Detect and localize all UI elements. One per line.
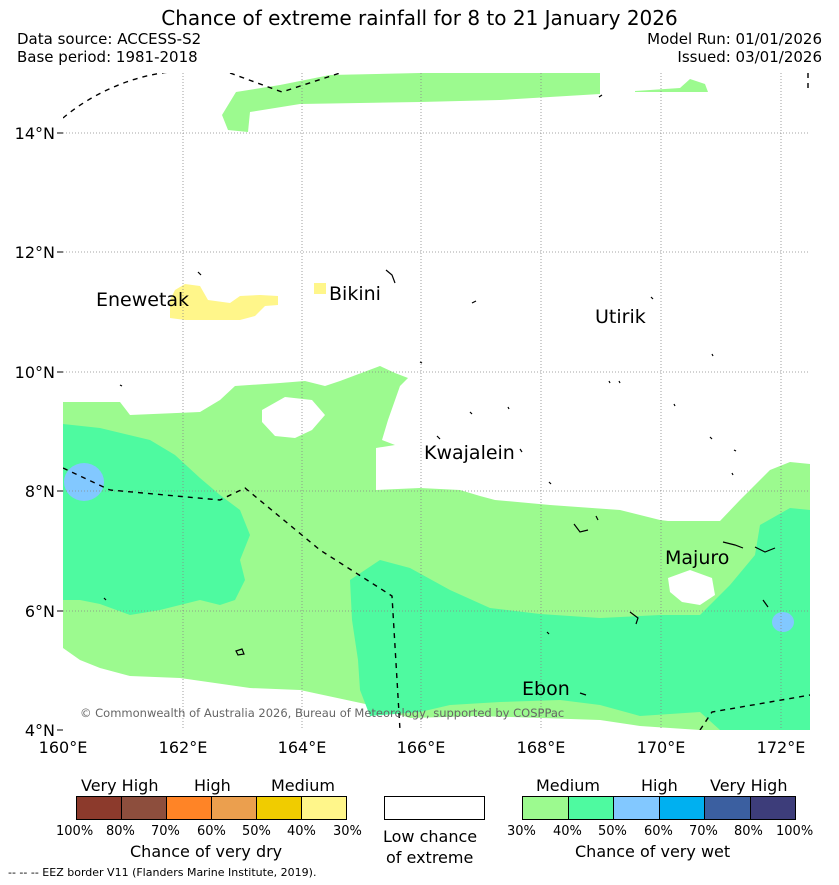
wet-pct-100: 100% <box>776 824 814 839</box>
wet-region-50-west <box>64 463 104 501</box>
neutral-caption-line2: of extreme <box>386 848 474 867</box>
dry-pct-60: 60% <box>197 824 226 839</box>
lat-tick-6: 6°N <box>25 602 55 621</box>
dry-swatch-1 <box>121 796 167 820</box>
copyright-notice: © Commonwealth of Australia 2026, Bureau… <box>80 706 564 720</box>
wet-pct-30: 30% <box>507 824 536 839</box>
dry-group-high: High <box>194 776 231 795</box>
neutral-hole-north <box>262 397 325 438</box>
wet-pct-50: 50% <box>598 824 627 839</box>
dry-pct-100: 100% <box>56 824 94 839</box>
neutral-hole-southeast <box>668 570 715 605</box>
lat-tick-4: 4°N <box>25 721 55 740</box>
dry-pct-40: 40% <box>287 824 316 839</box>
dry-pct-80: 80% <box>106 824 135 839</box>
dry-region-bikini <box>314 283 326 294</box>
wet-caption: Chance of very wet <box>575 842 731 861</box>
lat-tick-14: 14°N <box>15 124 55 143</box>
dry-region-enewetak <box>170 284 278 320</box>
place-label-enewetak: Enewetak <box>96 289 189 311</box>
lon-tick-164: 164°E <box>278 738 327 757</box>
wet-swatch-2 <box>613 796 660 820</box>
wet-swatch-1 <box>567 796 614 820</box>
lon-tick-162: 162°E <box>159 738 208 757</box>
wet-swatch-5 <box>749 796 796 820</box>
wet-region-40-west <box>63 424 250 615</box>
dry-pct-30: 30% <box>333 824 362 839</box>
neutral-caption-line1: Low chance <box>383 827 478 846</box>
lon-tick-172: 172°E <box>757 738 806 757</box>
data-source: Data source: ACCESS-S2 <box>17 30 202 48</box>
north-wet-region <box>222 73 600 132</box>
lon-tick-170: 170°E <box>637 738 686 757</box>
lon-tick-168: 168°E <box>517 738 566 757</box>
neutral-swatch <box>384 796 485 820</box>
dry-group-very-high: Very High <box>81 776 159 795</box>
wet-group-very-high: Very High <box>710 776 788 795</box>
base-period: Base period: 1981-2018 <box>17 48 198 66</box>
place-label-majuro: Majuro <box>665 547 729 569</box>
wet-group-medium: Medium <box>536 776 600 795</box>
dry-group-medium: Medium <box>271 776 335 795</box>
wet-pct-60: 60% <box>644 824 673 839</box>
place-label-utirik: Utirik <box>595 306 646 328</box>
wet-group-high: High <box>641 776 678 795</box>
lon-tick-160: 160°E <box>39 738 88 757</box>
north-wet-region-east <box>635 79 708 92</box>
lat-tick-8: 8°N <box>25 482 55 501</box>
model-run: Model Run: 01/01/2026 <box>647 30 822 48</box>
place-label-ebon: Ebon <box>522 678 570 700</box>
dry-swatch-3 <box>211 796 257 820</box>
map-title: Chance of extreme rainfall for 8 to 21 J… <box>161 6 678 30</box>
wet-pct-70: 70% <box>689 824 718 839</box>
wet-pct-40: 40% <box>553 824 582 839</box>
lon-tick-166: 166°E <box>397 738 446 757</box>
dry-pct-50: 50% <box>242 824 271 839</box>
dry-pct-70: 70% <box>151 824 180 839</box>
lat-tick-10: 10°N <box>15 363 55 382</box>
wet-swatch-4 <box>704 796 751 820</box>
wet-region-40-south <box>350 508 810 730</box>
wet-region-50-east <box>772 612 794 632</box>
axis-ticks <box>57 132 63 731</box>
wet-swatch-3 <box>658 796 705 820</box>
place-label-kwajalein: Kwajalein <box>424 442 515 464</box>
issued-date: Issued: 03/01/2026 <box>677 48 822 66</box>
lat-tick-12: 12°N <box>15 243 55 262</box>
dry-caption: Chance of very dry <box>130 842 283 861</box>
wet-pct-80: 80% <box>734 824 763 839</box>
wet-swatch-0 <box>522 796 569 820</box>
dry-swatch-0 <box>76 796 122 820</box>
eez-border-note: -- -- -- EEZ border V11 (Flanders Marine… <box>8 866 317 879</box>
eez-border <box>63 73 810 730</box>
place-label-bikini: Bikini <box>329 283 381 305</box>
dry-swatch-4 <box>256 796 302 820</box>
dry-swatch-2 <box>166 796 212 820</box>
islands <box>103 94 776 696</box>
dry-swatch-5 <box>301 796 347 820</box>
